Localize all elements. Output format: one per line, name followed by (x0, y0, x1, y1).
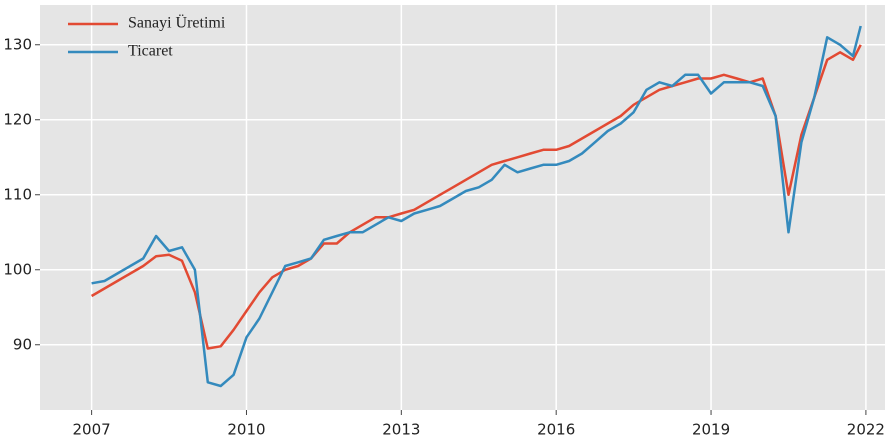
series-line (91, 25, 862, 388)
x-tick-label: 2013 (382, 421, 420, 439)
y-tick-label: 100 (3, 260, 32, 278)
y-tick-label: 110 (3, 185, 32, 203)
plot-area (40, 5, 885, 410)
x-tick-label: 2022 (847, 421, 885, 439)
series-line (90, 44, 862, 350)
legend-label: Sanayi Üretimi (128, 14, 226, 32)
x-tick-label: 2007 (73, 421, 111, 439)
y-tick-label: 90 (13, 335, 32, 353)
y-tick-label: 130 (3, 35, 32, 53)
x-tick-label: 2019 (692, 421, 730, 439)
x-tick-label: 2010 (227, 421, 265, 439)
legend-label: Ticaret (128, 43, 173, 60)
x-tick-label: 2016 (537, 421, 575, 439)
y-tick-label: 120 (3, 110, 32, 128)
